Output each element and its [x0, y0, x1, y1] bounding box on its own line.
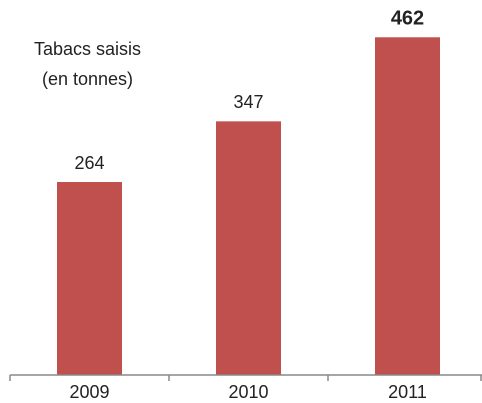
value-label: 264: [74, 153, 104, 173]
x-tick-label: 2010: [228, 382, 268, 402]
bar: [375, 37, 440, 375]
bar: [57, 182, 122, 375]
value-label: 462: [391, 8, 424, 30]
bar: [216, 121, 281, 375]
chart-title: Tabacs saisis: [34, 39, 141, 59]
value-label: 347: [233, 92, 263, 112]
chart-subtitle: (en tonnes): [42, 69, 133, 89]
x-tick-label: 2011: [388, 382, 427, 402]
x-tick-label: 2009: [69, 382, 109, 402]
